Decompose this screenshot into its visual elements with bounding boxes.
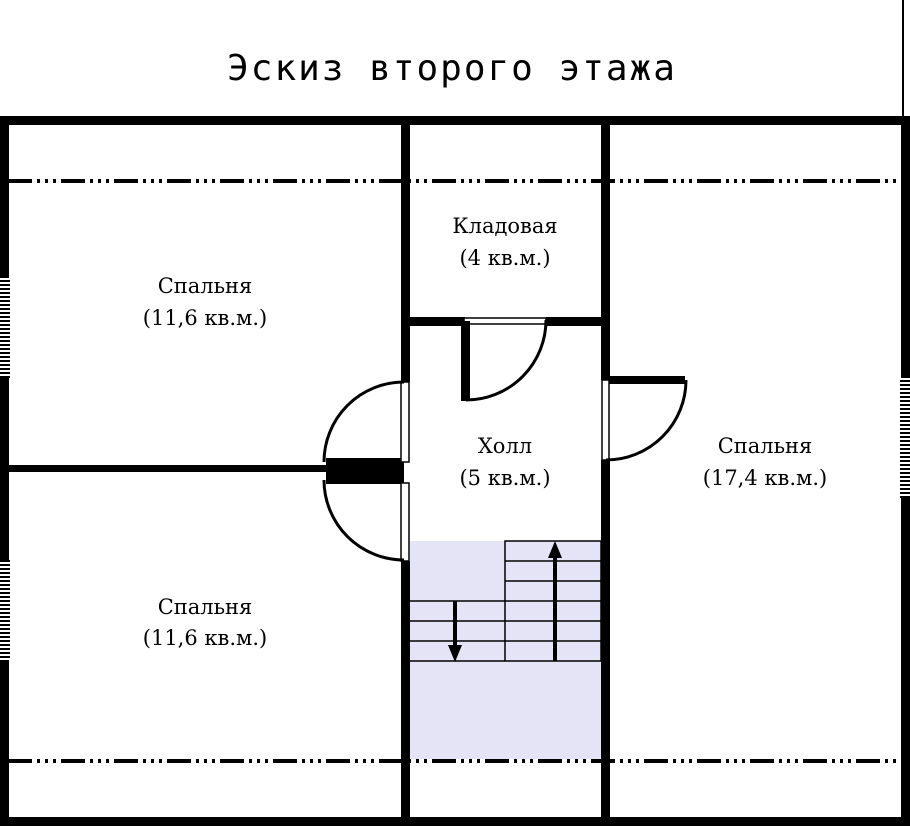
room-area-storage: (4 кв.м.)	[459, 246, 550, 270]
stair-arrows	[448, 541, 562, 662]
room-name-right-bedroom: Спальня	[718, 434, 813, 458]
storage-door-leaf	[461, 321, 470, 401]
axis-lines	[8, 179, 902, 763]
top-left-bedroom-door-swing	[322, 380, 405, 463]
plan-title: Эскиз второго этажа	[227, 48, 677, 89]
right-bedroom-door-swing	[605, 379, 688, 462]
room-area-top-left-bedroom: (11,6 кв.м.)	[143, 306, 267, 330]
room-name-top-left-bedroom: Спальня	[158, 274, 253, 298]
arrow-up-icon	[548, 541, 562, 558]
room-name-bottom-left-bedroom: Спальня	[158, 595, 253, 619]
right-bedroom-door-leaf	[609, 376, 685, 384]
room-area-bottom-left-bedroom: (11,6 кв.м.)	[143, 626, 267, 650]
window-left-bottom	[0, 560, 10, 660]
room-area-hall: (5 кв.м.)	[459, 466, 550, 490]
door-leaves	[461, 321, 685, 401]
interior-walls	[8, 120, 610, 826]
room-area-right-bedroom: (17,4 кв.м.)	[703, 466, 827, 490]
storage-door-swing	[465, 319, 548, 402]
door-swing-arcs	[322, 319, 688, 562]
bottom-left-bedroom-door-swing	[322, 479, 405, 562]
arrow-down-icon	[448, 645, 462, 662]
room-name-storage: Кладовая	[452, 214, 557, 238]
room-name-hall: Холл	[478, 434, 532, 458]
window-left-top	[0, 278, 10, 378]
window-right	[900, 378, 910, 498]
